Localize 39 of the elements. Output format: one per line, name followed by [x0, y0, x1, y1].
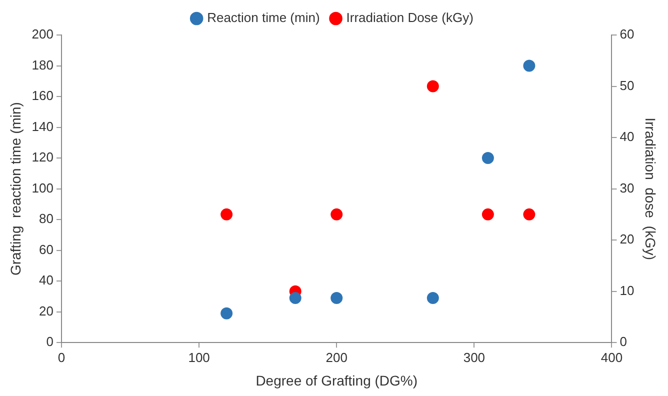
- y2-tick-label: 20: [620, 232, 634, 247]
- legend-label: Irradiation Dose (kGy): [346, 10, 474, 26]
- point: [330, 208, 343, 220]
- point: [330, 292, 343, 304]
- point: [482, 152, 494, 164]
- y2-axis-title: Irradiation dose (kGy): [642, 118, 659, 260]
- y-tick-label: 180: [32, 57, 54, 72]
- x-tick-label: 400: [600, 350, 623, 365]
- y2-tick-label: 40: [620, 129, 634, 144]
- y2-tick-label: 60: [620, 26, 634, 42]
- point: [426, 292, 439, 304]
- y-tick-label: 140: [32, 118, 54, 134]
- point: [220, 307, 233, 320]
- y-tick-label: 20: [39, 303, 54, 318]
- y-tick-label: 60: [39, 242, 54, 257]
- legend-label: Reaction time (min): [207, 10, 320, 26]
- x-axis-title: Degree of Grafting (DG%): [256, 372, 418, 388]
- y-tick-label: 0: [46, 334, 54, 350]
- y-tick-label: 40: [39, 272, 54, 288]
- y2-tick-label: 30: [620, 180, 634, 196]
- y-tick-label: 200: [32, 26, 54, 42]
- y-tick-label: 80: [39, 211, 54, 226]
- y2-tick-label: 0: [620, 334, 627, 350]
- x-tick-label: 300: [463, 350, 486, 365]
- y2-tick-label: 50: [620, 78, 634, 93]
- y-tick-label: 160: [32, 88, 54, 104]
- point: [220, 208, 233, 220]
- y-axis-title: Grafting reaction time (min): [7, 102, 24, 276]
- x-tick-label: 0: [58, 350, 66, 365]
- point: [289, 292, 302, 304]
- point: [482, 208, 494, 220]
- x-tick-label: 200: [326, 350, 348, 365]
- point: [523, 208, 536, 220]
- y2-tick-label: 10: [620, 282, 634, 298]
- y-tick-label: 120: [32, 150, 54, 165]
- x-tick-label: 100: [188, 350, 210, 365]
- y-tick-label: 100: [32, 180, 54, 196]
- point: [523, 60, 536, 72]
- point: [426, 80, 439, 92]
